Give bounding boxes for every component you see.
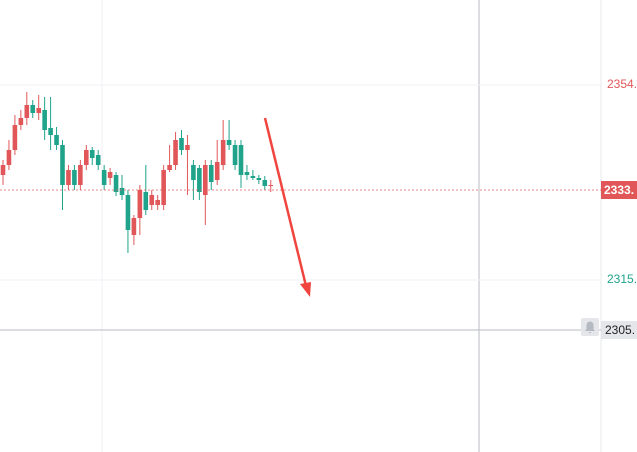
candle-body <box>238 145 244 175</box>
candle-body <box>214 162 220 180</box>
candle-body <box>268 185 274 186</box>
candle-body <box>262 180 268 186</box>
candle-body <box>54 135 59 145</box>
crosshair-box <box>601 321 637 339</box>
candle-body <box>78 165 83 185</box>
candle-body <box>250 176 256 178</box>
candle-body <box>18 118 24 125</box>
candle-body <box>179 138 184 150</box>
last-price-label: 2333. <box>604 183 634 197</box>
candle-body <box>137 190 143 218</box>
plot: 2354. 2315. <box>0 77 637 331</box>
candle-body <box>89 150 95 158</box>
candle-body <box>232 145 238 165</box>
candle-body <box>113 175 119 192</box>
candle-body <box>101 170 107 185</box>
candle-body <box>24 105 30 118</box>
y-tick-label: 2315. <box>607 272 637 286</box>
crosshair-label: 2305. <box>605 323 635 337</box>
candle-body <box>155 200 160 205</box>
candle-body <box>185 145 190 150</box>
candle-body <box>0 165 6 175</box>
candle-body <box>197 168 202 192</box>
candle-body <box>131 218 137 235</box>
candle-body <box>107 172 113 178</box>
candle-body <box>12 125 18 150</box>
candle-body <box>48 128 53 135</box>
arrow-annotation <box>263 117 311 297</box>
candle-body <box>203 165 208 195</box>
candle-body <box>256 178 262 180</box>
candle-body <box>36 108 41 113</box>
candle-body <box>244 172 250 175</box>
candle-body <box>226 140 232 145</box>
y-tick-label: 2354. <box>607 77 637 91</box>
alert-icon <box>581 318 599 336</box>
candle-body <box>149 195 155 205</box>
candle-body <box>220 140 226 165</box>
last-price-box <box>601 181 637 199</box>
candle-body <box>84 150 89 165</box>
candle-body <box>6 150 12 165</box>
candle-body <box>161 170 166 205</box>
candle-body <box>42 110 47 130</box>
candle-body <box>125 195 131 230</box>
candle-body <box>72 170 77 185</box>
candle-body <box>191 165 196 180</box>
candle-body <box>30 105 36 113</box>
candle-body <box>143 192 149 210</box>
candle-body <box>173 140 178 165</box>
candle-body <box>119 188 125 195</box>
candle-body <box>208 165 214 182</box>
candle-body <box>60 145 65 185</box>
candle-body <box>66 170 71 185</box>
candle-body <box>95 155 101 165</box>
candle-body <box>167 165 172 170</box>
